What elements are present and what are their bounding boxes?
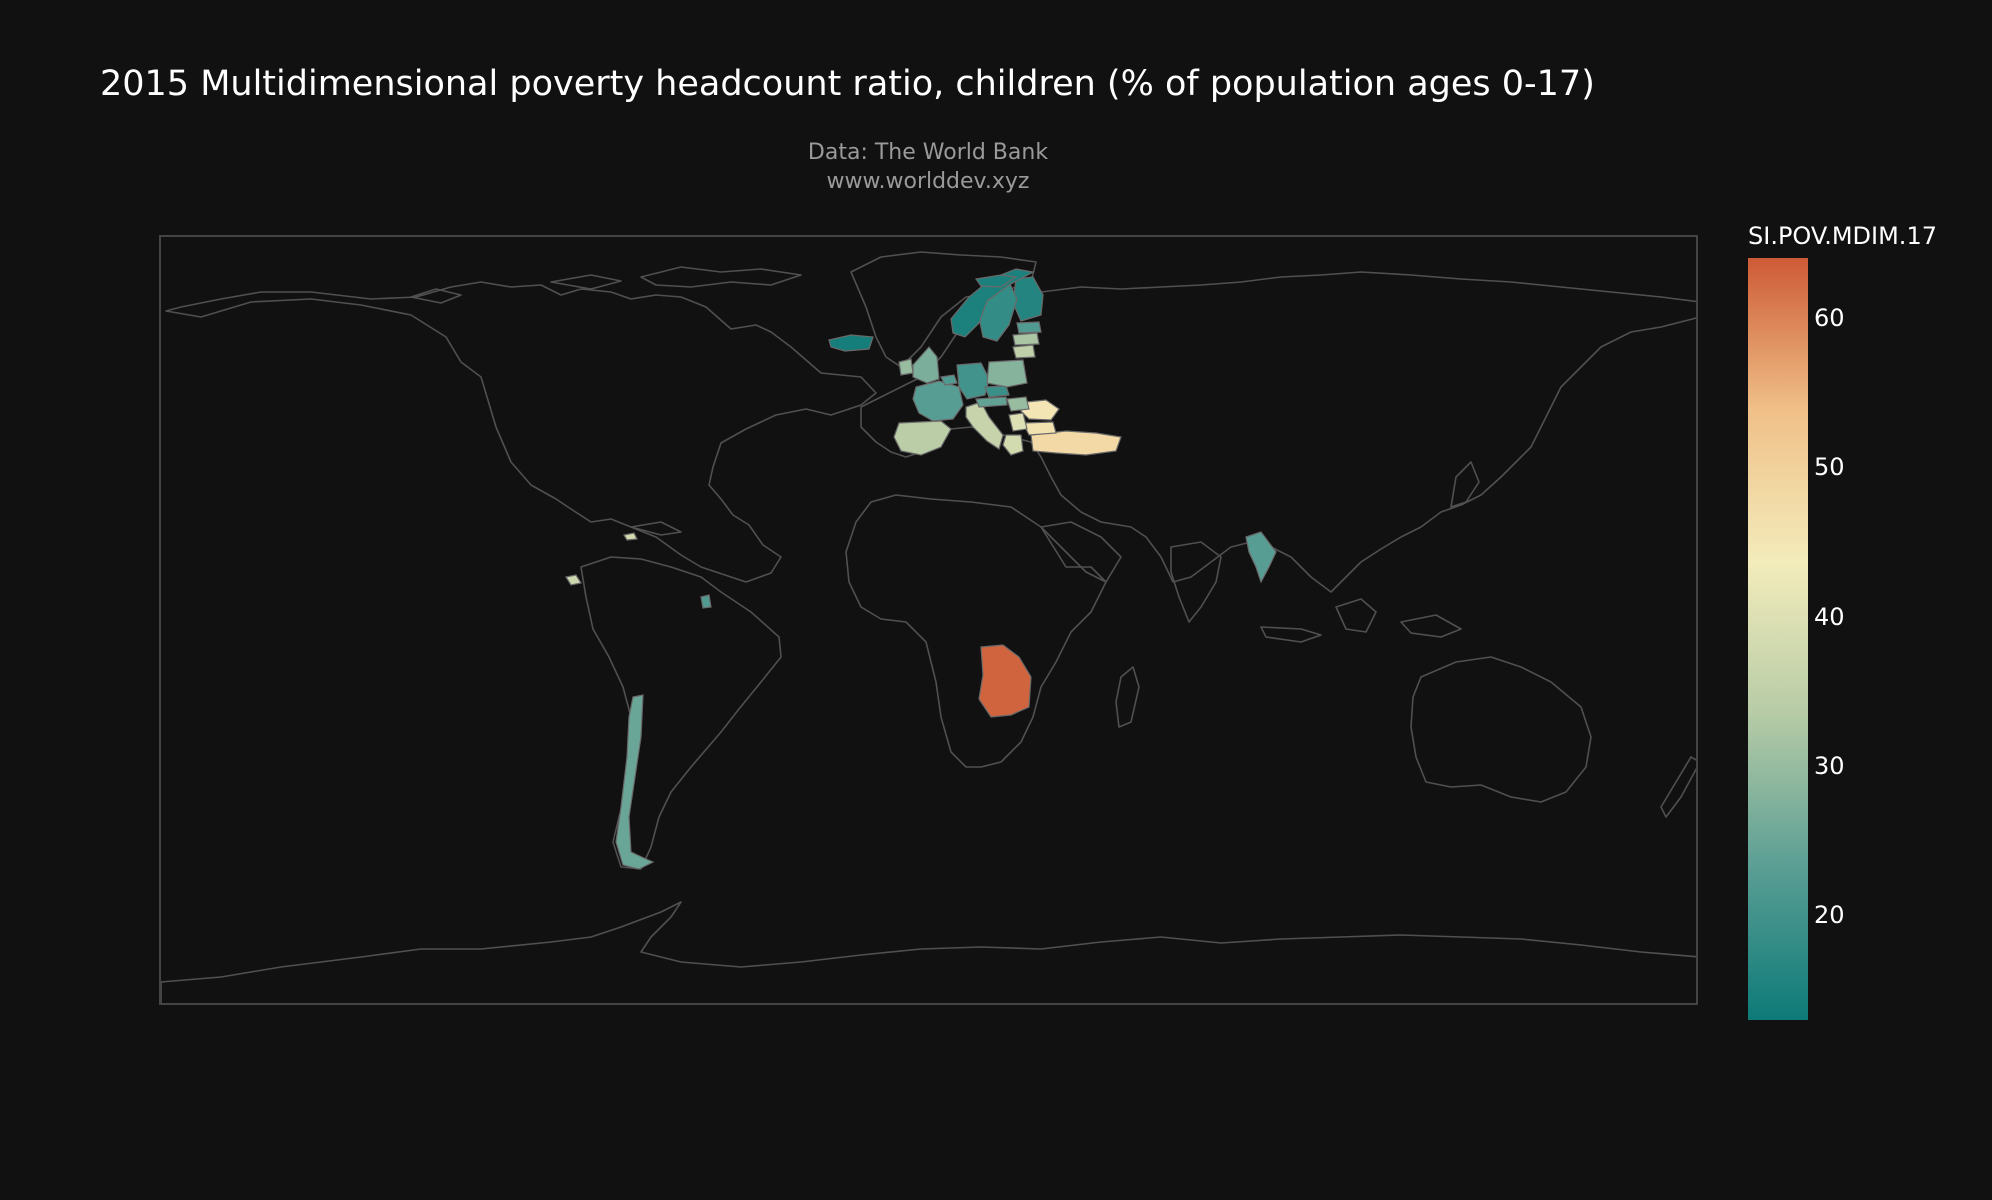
country-iceland[interactable] (828, 334, 874, 352)
country-bulgaria[interactable] (1022, 421, 1057, 436)
country-romania[interactable] (1020, 399, 1060, 421)
country-dominican-republic[interactable] (623, 532, 638, 541)
country-germany[interactable] (956, 362, 990, 400)
coastlines (161, 251, 1696, 1003)
country-uk[interactable] (912, 346, 940, 384)
country-lithuania[interactable] (1012, 344, 1036, 359)
colorbar-tick-label: 20 (1814, 901, 1845, 930)
country-france[interactable] (912, 380, 964, 422)
country-guyana[interactable] (700, 594, 712, 609)
country-czech[interactable] (984, 385, 1010, 398)
country-thailand[interactable] (1245, 531, 1277, 584)
country-poland[interactable] (986, 359, 1028, 388)
map-frame[interactable] (159, 235, 1698, 1005)
country-chile[interactable] (615, 694, 655, 870)
country-ireland[interactable] (898, 358, 914, 376)
choropleth-countries[interactable] (565, 268, 1277, 870)
country-turkey[interactable] (1030, 430, 1122, 456)
country-costa-rica[interactable] (565, 574, 582, 586)
colorbar-tick-label: 30 (1814, 752, 1845, 780)
world-map[interactable] (161, 237, 1698, 1005)
country-greece[interactable] (1002, 434, 1024, 456)
country-svalbard[interactable] (974, 274, 1018, 288)
country-estonia[interactable] (1016, 321, 1042, 334)
country-hungary[interactable] (1006, 396, 1030, 412)
country-latvia[interactable] (1012, 332, 1040, 346)
chart-subtitle-source: Data: The World Bank (807, 140, 1049, 165)
country-serbia[interactable] (1008, 412, 1028, 432)
colorbar (1748, 258, 1808, 1020)
country-spain[interactable] (893, 420, 952, 456)
colorbar-title: SI.POV.MDIM.17 (1748, 222, 1937, 250)
country-italy[interactable] (965, 401, 1004, 450)
country-belgium[interactable] (940, 374, 958, 386)
chart-subtitle-url[interactable]: www.worlddev.xyz (826, 169, 1030, 194)
country-angola[interactable] (978, 644, 1032, 718)
colorbar-tick-label: 40 (1814, 602, 1845, 631)
colorbar-tick-label: 50 (1814, 453, 1845, 482)
colorbar-tick-label: 60 (1814, 303, 1845, 332)
chart-title: 2015 Multidimensional poverty headcount … (100, 64, 1595, 104)
country-austria[interactable] (975, 396, 1008, 408)
